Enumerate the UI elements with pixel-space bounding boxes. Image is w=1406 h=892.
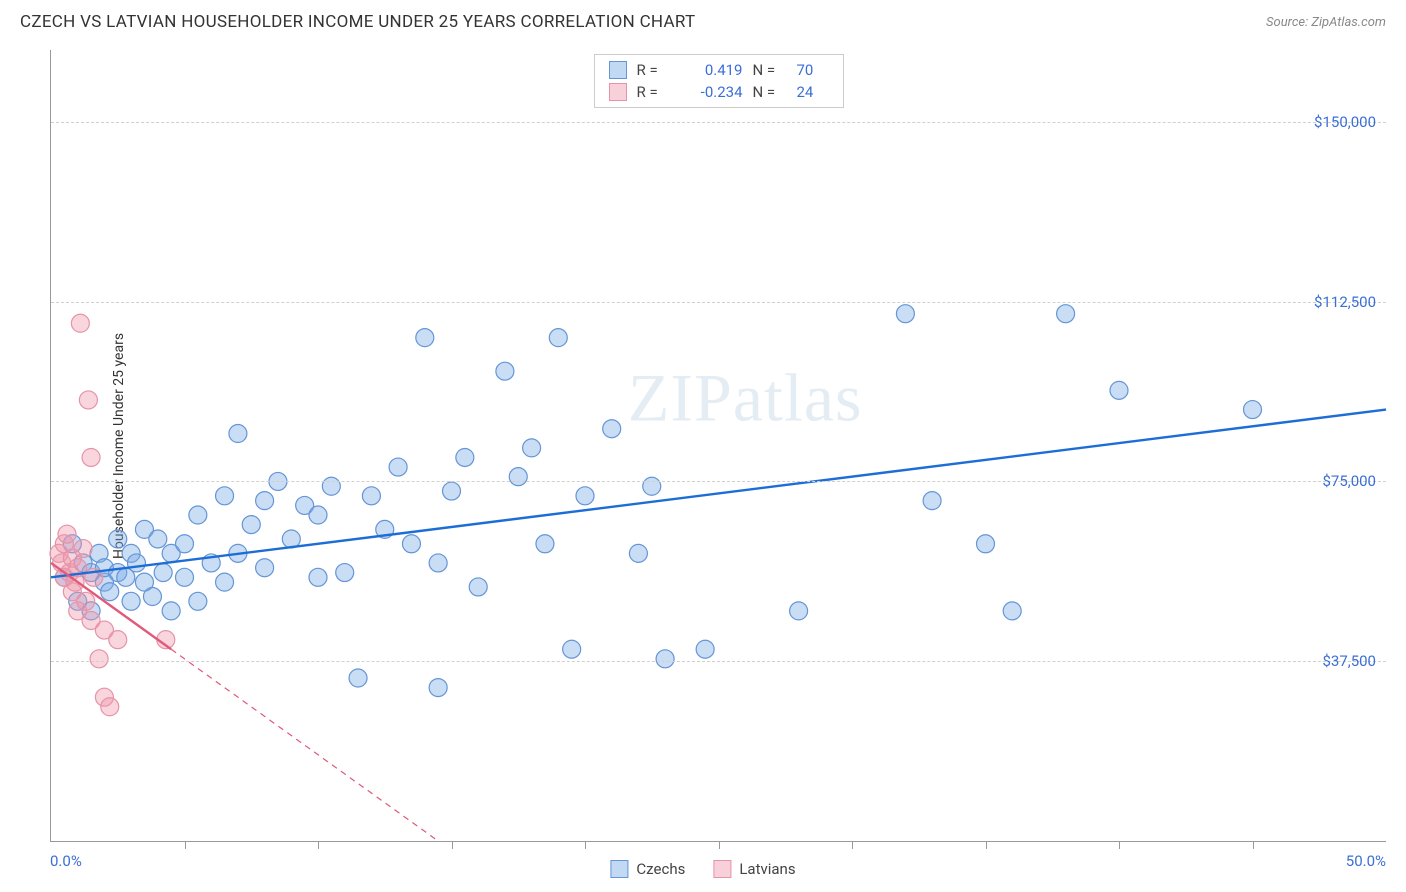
data-point [536, 535, 554, 553]
data-point [509, 468, 527, 486]
x-tick [318, 841, 319, 849]
data-point [496, 362, 514, 380]
data-point [429, 679, 447, 697]
data-point [77, 592, 95, 610]
data-point [229, 425, 247, 443]
data-point [127, 554, 145, 572]
legend-item-czechs: Czechs [610, 860, 685, 878]
data-point [523, 439, 541, 457]
data-point [629, 544, 647, 562]
data-point [790, 602, 808, 620]
data-point [149, 530, 167, 548]
x-tick [185, 841, 186, 849]
trend-line-extrapolated [171, 649, 438, 841]
data-point [101, 583, 119, 601]
data-point [977, 535, 995, 553]
data-point [154, 564, 172, 582]
data-point [143, 588, 161, 606]
data-point [643, 477, 661, 495]
source-attribution: Source: ZipAtlas.com [1266, 15, 1386, 30]
data-point [189, 592, 207, 610]
data-point [216, 573, 234, 591]
data-point [256, 559, 274, 577]
data-point [162, 602, 180, 620]
data-point [71, 314, 89, 332]
data-point [122, 592, 140, 610]
data-point [1003, 602, 1021, 620]
data-point [563, 640, 581, 658]
gridline [51, 661, 1386, 662]
data-point [101, 698, 119, 716]
data-point [896, 305, 914, 323]
data-point [309, 506, 327, 524]
data-point [256, 492, 274, 510]
data-point [923, 492, 941, 510]
legend-item-latvians: Latvians [713, 860, 795, 878]
data-point [1244, 401, 1262, 419]
swatch-blue [610, 860, 628, 878]
x-tick [1253, 841, 1254, 849]
x-tick [719, 841, 720, 849]
y-tick-label: $37,500 [1322, 652, 1376, 670]
data-point [469, 578, 487, 596]
gridline [51, 302, 1386, 303]
data-point [402, 535, 420, 553]
y-tick-label: $150,000 [1314, 113, 1376, 131]
data-point [309, 568, 327, 586]
data-point [322, 477, 340, 495]
swatch-pink [713, 860, 731, 878]
data-point [242, 516, 260, 534]
data-point [429, 554, 447, 572]
y-tick-label: $75,000 [1322, 472, 1376, 490]
data-point [1057, 305, 1075, 323]
data-point [58, 525, 76, 543]
trend-line [51, 410, 1386, 578]
y-tick-label: $112,500 [1314, 293, 1376, 311]
x-tick [986, 841, 987, 849]
gridline [51, 481, 1386, 482]
data-point [74, 540, 92, 558]
data-point [90, 650, 108, 668]
data-point [443, 482, 461, 500]
x-tick [852, 841, 853, 849]
x-tick [585, 841, 586, 849]
data-point [336, 564, 354, 582]
data-point [389, 458, 407, 476]
chart-plot-area: ZIPatlas R = 0.419 N = 70 R = -0.234 N =… [50, 50, 1386, 842]
data-point [189, 506, 207, 524]
legend-label: Latvians [739, 860, 795, 878]
data-point [176, 568, 194, 586]
data-point [109, 530, 127, 548]
data-point [549, 329, 567, 347]
plot-svg [51, 50, 1386, 841]
gridline [51, 122, 1386, 123]
data-point [696, 640, 714, 658]
data-point [349, 669, 367, 687]
data-point [216, 487, 234, 505]
chart-title: CZECH VS LATVIAN HOUSEHOLDER INCOME UNDE… [20, 12, 695, 32]
data-point [576, 487, 594, 505]
data-point [1110, 381, 1128, 399]
data-point [176, 535, 194, 553]
data-point [79, 391, 97, 409]
legend-label: Czechs [636, 860, 685, 878]
data-point [656, 650, 674, 668]
data-point [362, 487, 380, 505]
x-tick [452, 841, 453, 849]
series-legend: Czechs Latvians [610, 860, 795, 878]
x-tick [1119, 841, 1120, 849]
data-point [416, 329, 434, 347]
data-point [603, 420, 621, 438]
data-point [82, 448, 100, 466]
data-point [109, 631, 127, 649]
x-axis-min: 0.0% [50, 852, 82, 870]
data-point [456, 448, 474, 466]
x-axis-max: 50.0% [1346, 852, 1386, 870]
